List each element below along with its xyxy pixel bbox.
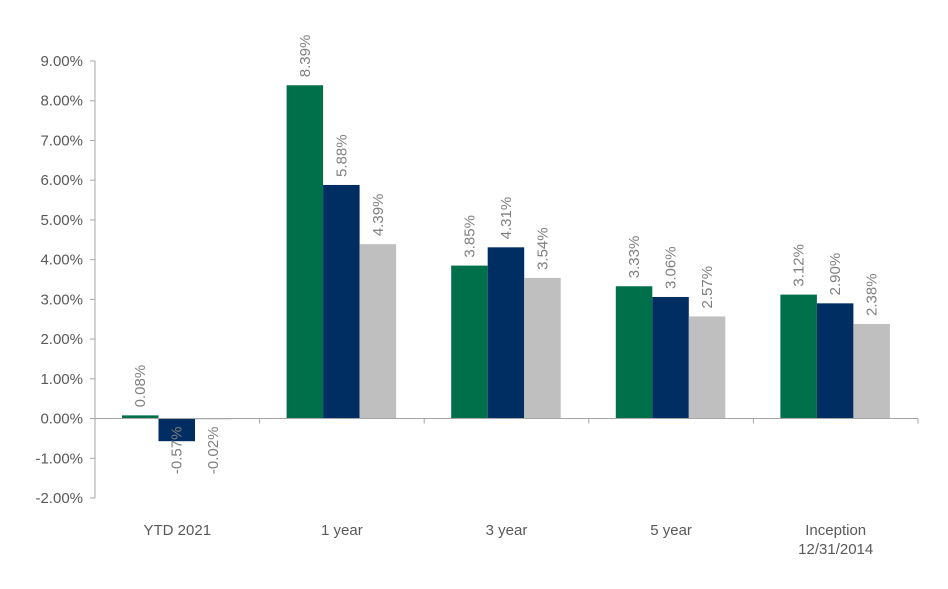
x-category-label-line: 1 year xyxy=(321,522,363,539)
x-category-label-line: YTD 2021 xyxy=(144,522,212,539)
data-label: 3.33% xyxy=(626,236,643,279)
data-label: 4.39% xyxy=(370,194,387,237)
y-tick-label: 8.00% xyxy=(40,93,83,110)
data-labels: 0.08% 8.39% 3.85% 3.33% 3.12% -0.57% 5.88% 4.31… xyxy=(132,35,880,474)
data-label: 8.39% xyxy=(297,35,314,78)
data-label: 2.57% xyxy=(699,266,716,309)
bars xyxy=(122,85,890,442)
data-label: -0.02% xyxy=(205,427,222,475)
bar-series-2 xyxy=(816,303,854,419)
data-label: 2.38% xyxy=(864,273,881,316)
y-tick-label: 0.00% xyxy=(40,411,83,428)
x-category-label-line: Inception xyxy=(805,522,866,539)
bar-series-1 xyxy=(451,265,488,419)
bar-series-1 xyxy=(615,286,653,419)
y-tick-label: 2.00% xyxy=(40,331,83,348)
bar-series-3 xyxy=(524,277,561,419)
data-label: 3.54% xyxy=(534,227,551,270)
x-axis: YTD 2021 1 year 3 year 5 year Inception 12/31… xyxy=(94,418,919,558)
bar-series-1 xyxy=(286,85,324,419)
data-label: 3.12% xyxy=(791,244,808,287)
x-category-label-line: 5 year xyxy=(650,522,692,539)
y-tick-label: 1.00% xyxy=(40,371,83,388)
x-category-label: 3 year xyxy=(486,522,528,539)
x-category-label: 1 year xyxy=(321,522,363,539)
data-label: 3.85% xyxy=(461,215,478,258)
bar-series-3 xyxy=(688,316,726,419)
x-category-label: Inception 12/31/2014 xyxy=(798,522,873,558)
data-label: 5.88% xyxy=(333,134,350,177)
data-label: 0.08% xyxy=(132,365,149,408)
data-label: 3.06% xyxy=(663,246,680,289)
y-tick-label: 7.00% xyxy=(40,132,83,149)
bar-series-2 xyxy=(158,418,195,442)
y-tick-label: 9.00% xyxy=(40,53,83,70)
y-tick-label: 3.00% xyxy=(40,291,83,308)
y-tick-label: -1.00% xyxy=(35,450,83,467)
bar-series-2 xyxy=(487,247,525,419)
y-tick-label: 4.00% xyxy=(40,252,83,269)
data-label: -0.57% xyxy=(169,427,186,475)
data-label: 4.31% xyxy=(498,197,515,240)
x-category-label: 5 year xyxy=(650,522,692,539)
data-label: 2.90% xyxy=(827,253,844,296)
bar-series-3 xyxy=(359,244,397,419)
y-axis: 9.00% 8.00% 7.00% 6.00% 5.00% 4.00% 3.00% 2.00%… xyxy=(35,53,96,507)
bar-series-3 xyxy=(853,323,890,419)
bar-series-1 xyxy=(780,294,817,419)
x-category-label: YTD 2021 xyxy=(144,522,212,539)
y-tick-label: 5.00% xyxy=(40,212,83,229)
bar-series-2 xyxy=(652,296,689,419)
x-category-label-line: 3 year xyxy=(486,522,528,539)
y-tick-label: -2.00% xyxy=(35,490,83,507)
y-tick-label: 6.00% xyxy=(40,172,83,189)
bar-series-2 xyxy=(323,184,360,419)
bar-series-1 xyxy=(122,415,159,419)
x-category-label-line: 12/31/2014 xyxy=(798,541,873,558)
